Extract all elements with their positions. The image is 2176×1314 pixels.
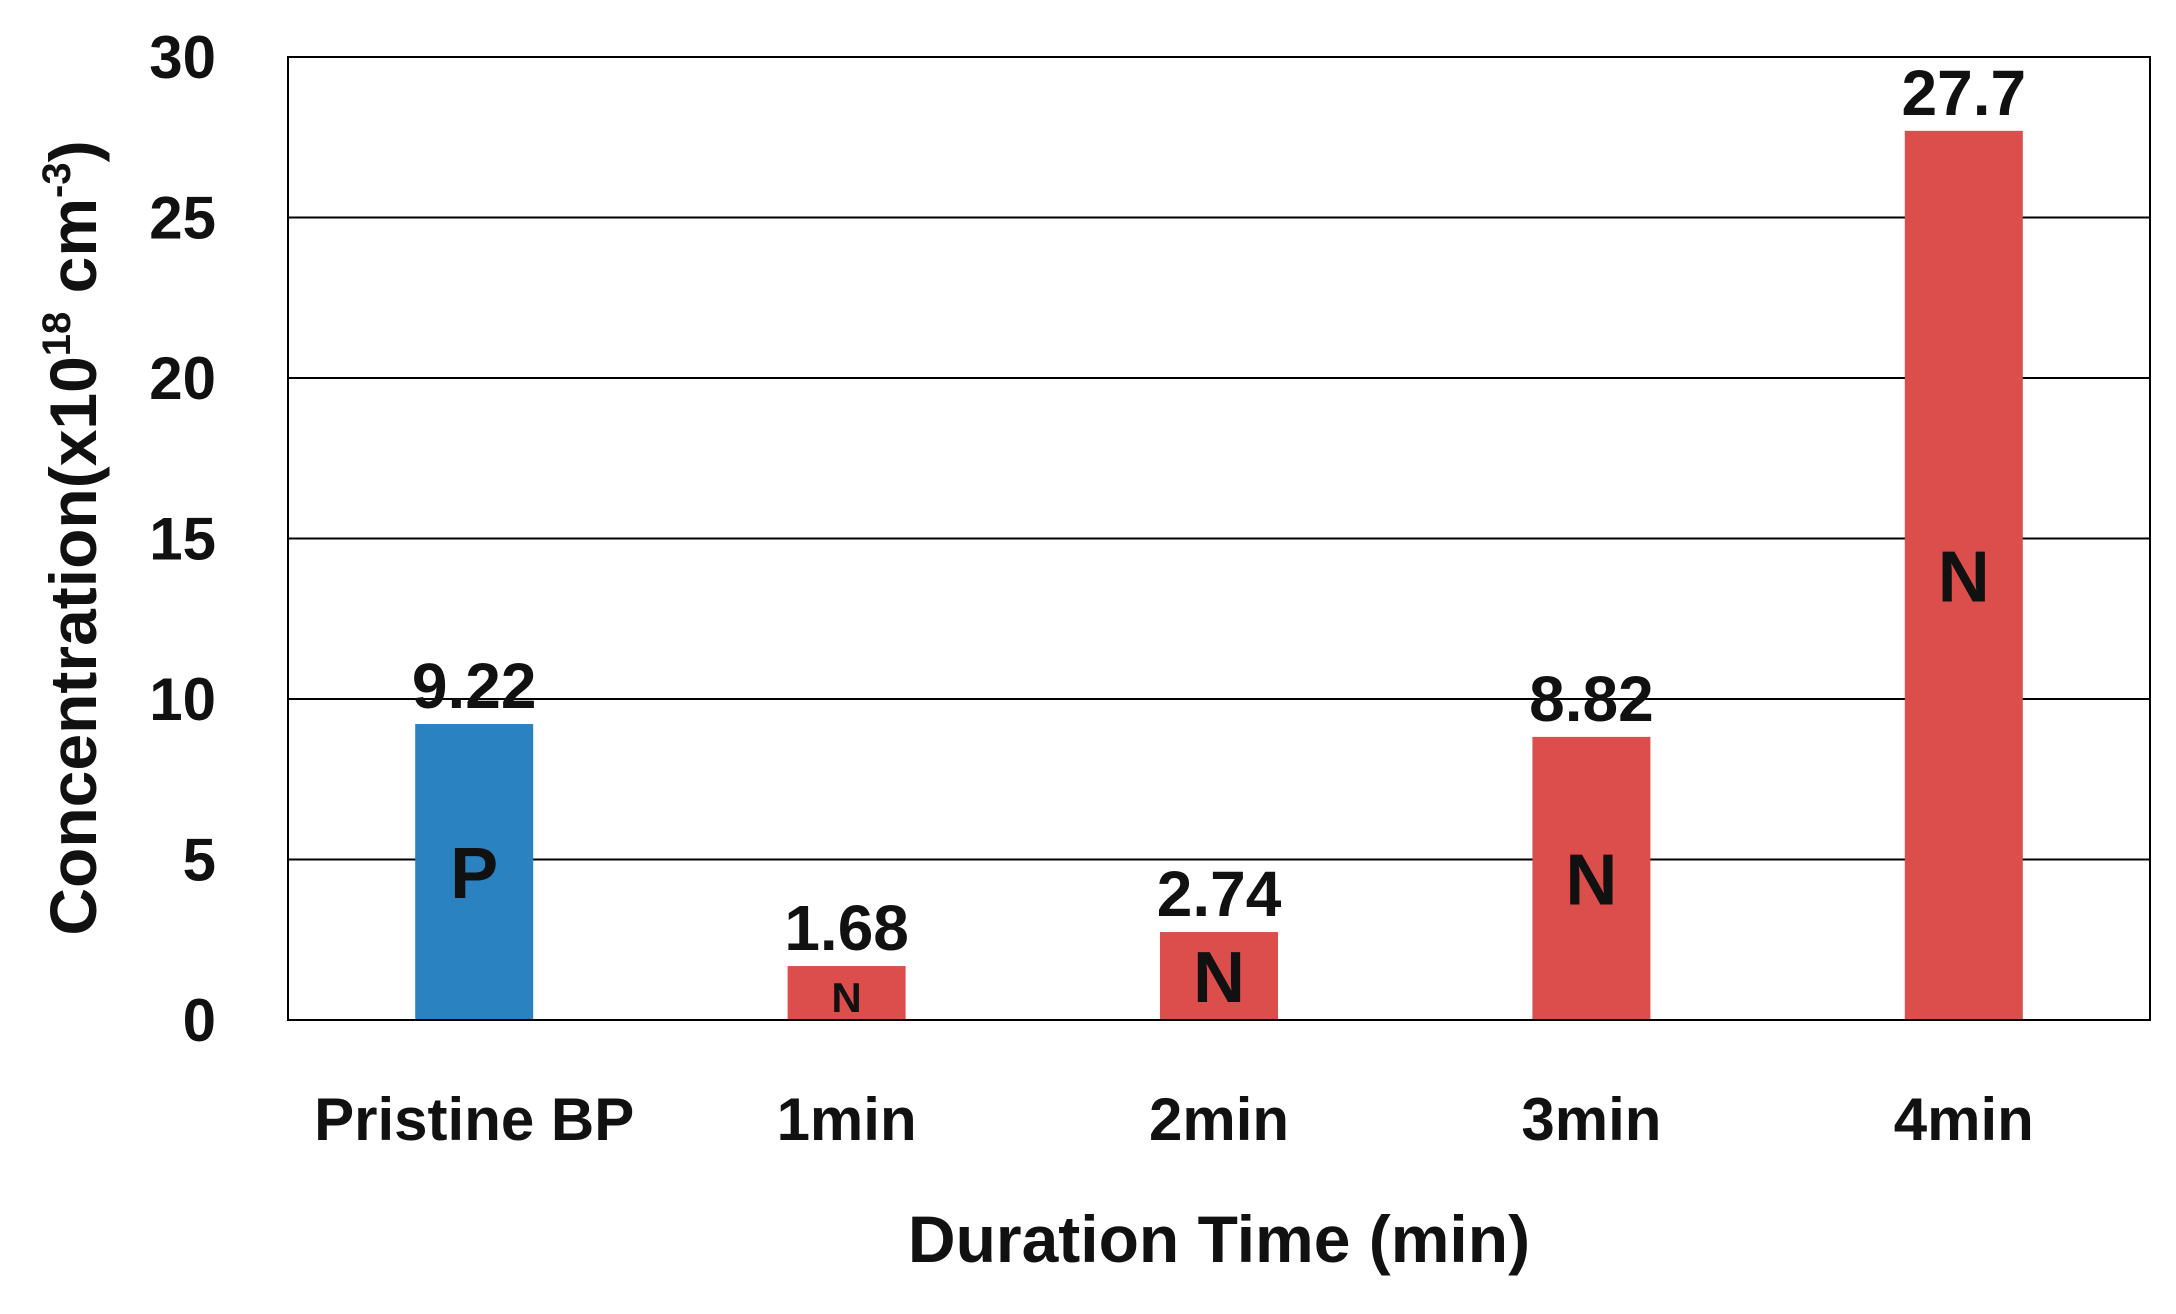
y-tick-label: 5 (183, 827, 216, 894)
gridlines (288, 216, 2150, 861)
x-tick-label: 3min (1521, 1086, 1661, 1153)
y-axis-title-mid: cm (36, 198, 110, 312)
bar-value-label: 8.82 (1529, 663, 1654, 735)
bars (415, 130, 2023, 1020)
y-tick-label: 30 (149, 24, 216, 91)
bar-type-label: N (831, 974, 861, 1021)
y-axis-ticks: 0 5 10 15 20 25 30 (149, 24, 216, 1054)
y-axis-title: Concentration(x1018 cm-3) (35, 140, 110, 935)
bar (1160, 932, 1278, 1020)
y-tick-label: 15 (149, 506, 216, 573)
y-tick-label: 0 (183, 987, 216, 1054)
y-tick-label: 20 (149, 345, 216, 412)
x-axis-title: Duration Time (min) (908, 1202, 1530, 1276)
bar-type-label: N (1565, 840, 1617, 920)
y-axis-title-exp2: -3 (35, 162, 79, 198)
plot-frame (287, 56, 2151, 1021)
y-axis-title-exp1: 18 (35, 312, 79, 357)
bar-type-label: P (450, 834, 498, 914)
y-axis-title-base: Concentration(x10 (36, 356, 110, 935)
x-tick-label: Pristine BP (314, 1086, 634, 1153)
x-axis-ticks: Pristine BP 1min 2min 3min 4min (314, 1086, 2034, 1153)
y-axis-title-end: ) (36, 140, 110, 162)
bar (415, 724, 534, 1020)
bar-type-label: N (1938, 537, 1990, 617)
bar (787, 966, 906, 1020)
data-labels: 9.22 P 1.68 N 2.74 N 8.82 N 27.7 N (412, 57, 2026, 1021)
bar-value-label: 2.74 (1157, 858, 1282, 930)
bar-value-label: 9.22 (412, 650, 537, 722)
bar (1904, 130, 2023, 1020)
y-tick-label: 25 (149, 185, 216, 252)
x-tick-label: 4min (1894, 1086, 2034, 1153)
bar-value-label: 27.7 (1902, 57, 2027, 129)
x-tick-label: 1min (777, 1086, 917, 1153)
bar-type-label: N (1193, 938, 1245, 1018)
bar (1532, 736, 1651, 1020)
y-tick-label: 10 (149, 666, 216, 733)
x-tick-label: 2min (1149, 1086, 1289, 1153)
bar-value-label: 1.68 (784, 892, 909, 964)
